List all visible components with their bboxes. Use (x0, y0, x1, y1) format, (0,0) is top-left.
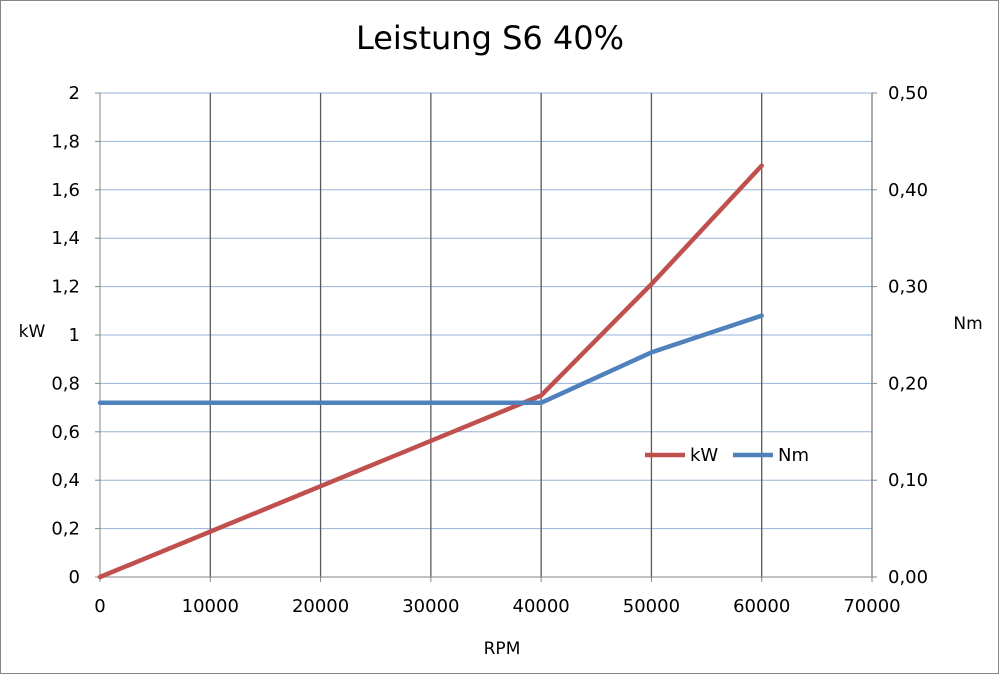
y-tick-label: 1,2 (51, 277, 80, 298)
y-tick-label: 0,2 (51, 519, 80, 540)
y-tick-label: 0,8 (51, 373, 80, 394)
y2-tick-label: 0,40 (888, 180, 928, 201)
tick-layer: 0 0,2 0,4 0,6 0,8 1 1,2 1,4 1,6 1,8 2 0,00 0,10 0,20 0… (51, 83, 928, 617)
y-tick-label: 1,8 (51, 131, 80, 152)
legend: kW Nm (645, 445, 809, 466)
y-tick-label: 2 (69, 83, 80, 104)
y-tick-label: 0 (69, 567, 80, 588)
legend-label-nm: Nm (778, 445, 809, 466)
y-axis-label: kW (19, 322, 46, 342)
y-tick-label: 1,6 (51, 180, 80, 201)
x-tick-label: 10000 (182, 596, 239, 617)
grid-layer (100, 93, 872, 577)
y-tick-label: 0,4 (51, 470, 80, 491)
x-tick-label: 20000 (292, 596, 349, 617)
x-tick-label: 0 (94, 596, 105, 617)
chart-title: Leistung S6 40% (356, 19, 624, 57)
legend-label-kw: kW (690, 445, 718, 466)
x-axis-label: RPM (484, 639, 521, 659)
y2-tick-label: 0,50 (888, 83, 928, 104)
y-tick-label: 1 (69, 325, 80, 346)
y-tick-label: 1,4 (51, 228, 80, 249)
x-tick-label: 50000 (623, 596, 680, 617)
y2-axis-label: Nm (953, 314, 982, 334)
y2-tick-label: 0,20 (888, 373, 928, 394)
y2-tick-label: 0,00 (888, 567, 928, 588)
x-tick-label: 30000 (402, 596, 459, 617)
y2-tick-label: 0,30 (888, 277, 928, 298)
x-tick-label: 40000 (513, 596, 570, 617)
y2-tick-label: 0,10 (888, 470, 928, 491)
x-tick-label: 70000 (843, 596, 900, 617)
x-tick-label: 60000 (733, 596, 790, 617)
y-tick-label: 0,6 (51, 422, 80, 443)
